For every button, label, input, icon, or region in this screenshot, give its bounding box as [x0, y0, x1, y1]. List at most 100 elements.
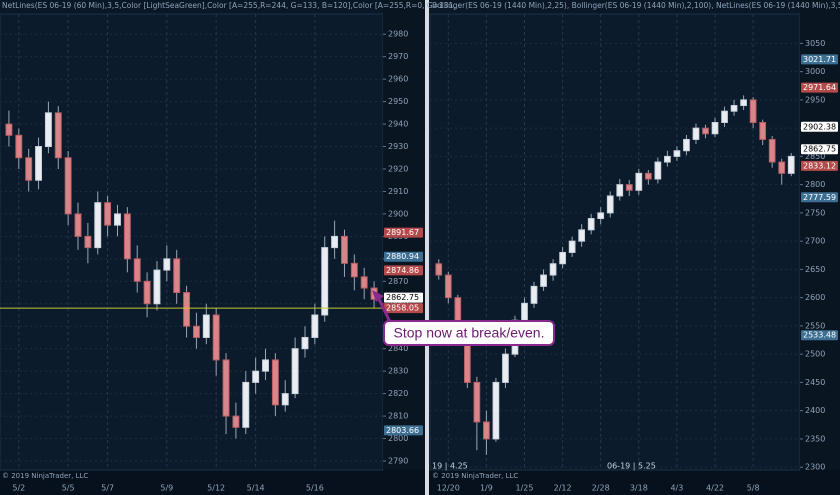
candle-body: [262, 359, 269, 372]
candle-body: [5, 123, 13, 136]
candle-body: [183, 292, 191, 327]
price-tag: [384, 425, 423, 436]
candle-body: [212, 314, 220, 361]
candle-body: [94, 202, 102, 249]
candle-body: [84, 235, 92, 249]
x-tick-label: 5/5: [62, 484, 75, 493]
candle-body: [202, 314, 210, 338]
candle-body: [321, 247, 329, 316]
y-tick-label: 2930: [388, 142, 408, 151]
y-tick-label: 2800: [388, 434, 408, 443]
candle-body: [114, 213, 121, 226]
x-tick-label: 5/16: [306, 484, 324, 493]
price-tag: [801, 82, 838, 93]
candle-body: [123, 213, 131, 260]
candle-body: [521, 302, 528, 321]
price-tag: [384, 292, 423, 303]
price-tag-label: 2902.38: [803, 122, 836, 131]
candle-body: [730, 105, 738, 112]
y-tick-label: 2830: [388, 367, 408, 376]
y-tick-label: 2550: [805, 321, 825, 330]
candle-body: [549, 263, 557, 276]
callout-text: Stop now at break/even.: [394, 325, 545, 341]
y-tick-label: 2850: [805, 152, 825, 161]
candle-body: [540, 274, 547, 287]
x-tick-label: 1/25: [516, 484, 534, 493]
candle-body: [683, 138, 690, 152]
panel-note: 06-19 | 5.25: [607, 462, 656, 471]
price-tag: [384, 303, 423, 314]
candle-body: [242, 381, 250, 428]
candle-body: [492, 381, 500, 440]
price-tag: [384, 251, 423, 262]
candle-body: [625, 184, 633, 191]
candle-body: [616, 184, 624, 197]
candle-body: [578, 229, 586, 242]
candle-body: [341, 235, 348, 264]
candle-body: [473, 381, 481, 423]
candle-body: [606, 195, 614, 214]
price-tag: [384, 265, 423, 276]
price-tag-label: 2862.75: [386, 293, 419, 302]
price-tag: [801, 330, 838, 341]
candle-body: [173, 258, 181, 294]
y-tick-label: 2300: [805, 463, 825, 472]
price-tag-label: 3021.71: [803, 55, 836, 64]
price-tag: [801, 192, 838, 203]
candle-body: [597, 212, 605, 220]
x-tick-label: 5/9: [160, 484, 173, 493]
price-tag-label: 2971.64: [803, 83, 836, 92]
candle-body: [502, 353, 509, 383]
panel-note: 19 | 4.25: [432, 462, 468, 471]
y-tick-label: 2820: [388, 389, 408, 398]
candle-body: [787, 155, 795, 174]
candle-body: [692, 127, 700, 140]
x-tick-label: 5/12: [207, 484, 225, 493]
y-tick-label: 2700: [805, 237, 825, 246]
y-tick-label: 2870: [388, 277, 408, 286]
callout-arrowhead: [372, 290, 384, 302]
y-tick-label: 2790: [388, 457, 408, 466]
price-tag-label: 2874.86: [386, 266, 419, 275]
candle-body: [721, 110, 728, 123]
x-tick-label: 5/14: [247, 484, 265, 493]
y-tick-label: 2500: [805, 350, 825, 359]
x-tick-label: 4/3: [670, 484, 683, 493]
price-tag: [384, 227, 423, 238]
price-tag: [801, 160, 838, 171]
y-tick-label: 2750: [805, 208, 825, 217]
price-tag-label: 2803.66: [386, 426, 419, 435]
candle-body: [232, 415, 240, 428]
candle-body: [64, 157, 72, 215]
candle-body: [768, 138, 776, 163]
y-tick-label: 2400: [805, 406, 825, 415]
candle-body: [252, 370, 260, 383]
candle-body: [15, 134, 23, 159]
candle-body: [530, 285, 538, 304]
callout-arrow: [376, 296, 392, 323]
y-tick-label: 2800: [805, 180, 825, 189]
price-tag-label: 2880.94: [386, 252, 419, 261]
y-tick-label: 2600: [805, 293, 825, 302]
candle-body: [644, 172, 652, 180]
candle-body: [74, 213, 82, 237]
x-tick-label: 1/9: [480, 484, 493, 493]
price-tag-label: 2833.12: [803, 161, 836, 170]
candle-body: [143, 280, 151, 305]
x-tick-label: 5/7: [101, 484, 114, 493]
x-tick-label: 12/20: [437, 484, 460, 493]
candle-body: [54, 112, 62, 159]
x-tick-label: 4/22: [706, 484, 724, 493]
candle-body: [192, 325, 200, 338]
candle-body: [291, 348, 299, 395]
candle-body: [301, 336, 309, 350]
candle-body: [271, 359, 279, 406]
x-tick-label: 5/2: [12, 484, 25, 493]
y-tick-label: 3050: [805, 39, 825, 48]
callout-box: [383, 320, 555, 346]
price-tag-label: 2777.59: [803, 193, 836, 202]
y-tick-label: 2810: [388, 412, 408, 421]
candle-body: [435, 263, 443, 276]
